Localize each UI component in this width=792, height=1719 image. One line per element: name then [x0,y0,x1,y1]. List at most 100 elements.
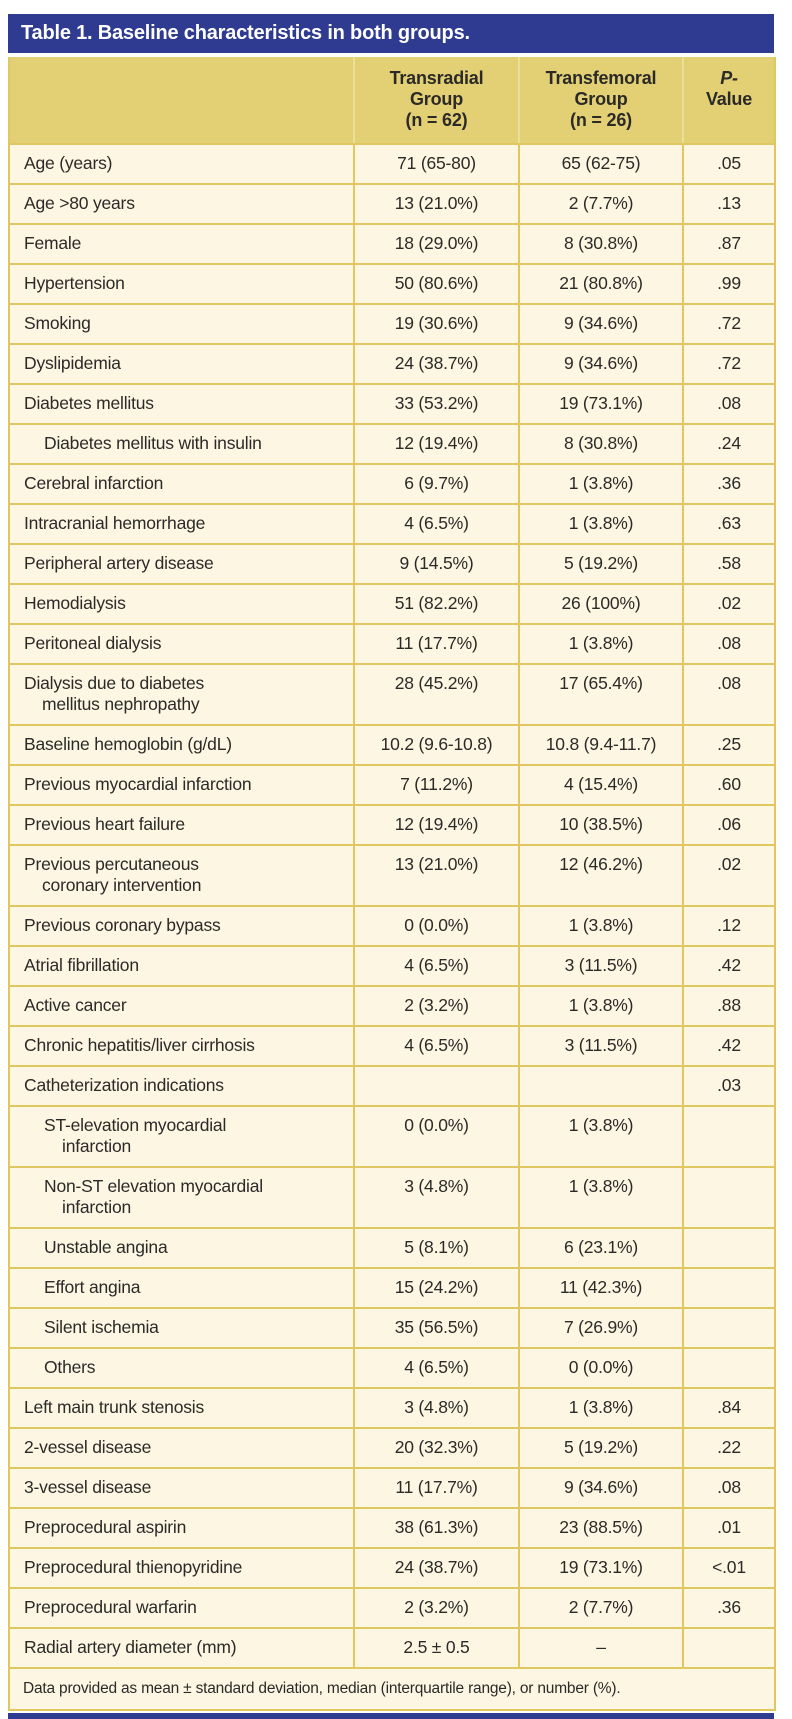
table-row: Unstable angina 5 (8.1%) 6 (23.1%) [8,1227,776,1269]
row-label: Diabetes mellitus [8,383,355,425]
row-label: Age >80 years [8,183,355,225]
footnote-row: Data provided as mean ± standard deviati… [8,1667,776,1711]
transradial-value: 0 (0.0%) [353,1105,520,1168]
table-row: Age (years) 71 (65-80) 65 (62-75) .05 [8,143,776,185]
table-row: Preprocedural warfarin 2 (3.2%) 2 (7.7%)… [8,1587,776,1629]
table-row: Chronic hepatitis/liver cirrhosis 4 (6.5… [8,1025,776,1067]
row-label: Peripheral artery disease [8,543,355,585]
row-label: Radial artery diameter (mm) [8,1627,355,1669]
p-value-rest-part: Value [705,89,753,109]
transfemoral-value: 2 (7.7%) [518,183,684,225]
p-value-cell: .05 [682,143,776,185]
row-label: ST-elevation myocardial infarction [8,1105,355,1168]
p-value-cell: <.01 [682,1547,776,1589]
row-label: Hypertension [8,263,355,305]
table-row: Silent ischemia 35 (56.5%) 7 (26.9%) [8,1307,776,1349]
row-label: Unstable angina [8,1227,355,1269]
transradial-value: 71 (65-80) [353,143,520,185]
transfemoral-value: 23 (88.5%) [518,1507,684,1549]
table-row: Atrial fibrillation 4 (6.5%) 3 (11.5%) .… [8,945,776,987]
row-label: Cerebral infarction [8,463,355,505]
table-row: Previous myocardial infarction 7 (11.2%)… [8,764,776,806]
p-value-cell: .42 [682,945,776,987]
transfemoral-value: 8 (30.8%) [518,423,684,465]
transradial-value: 15 (24.2%) [353,1267,520,1309]
row-label: Previous percutaneous coronary intervent… [8,844,355,907]
row-label: Dyslipidemia [8,343,355,385]
p-value-cell: .87 [682,223,776,265]
transfemoral-value: 65 (62-75) [518,143,684,185]
p-value-cell: .36 [682,463,776,505]
transradial-value: 3 (4.8%) [353,1387,520,1429]
table-row: Previous coronary bypass 0 (0.0%) 1 (3.8… [8,905,776,947]
transradial-value: 6 (9.7%) [353,463,520,505]
row-label: Previous heart failure [8,804,355,846]
p-value-cell [682,1347,776,1389]
transradial-value: 11 (17.7%) [353,623,520,665]
row-label: Chronic hepatitis/liver cirrhosis [8,1025,355,1067]
table-footer: Data provided as mean ± standard deviati… [8,1667,776,1711]
table-row: 2-vessel disease 20 (32.3%) 5 (19.2%) .2… [8,1427,776,1469]
transfemoral-value: 9 (34.6%) [518,1467,684,1509]
transfemoral-value: 11 (42.3%) [518,1267,684,1309]
row-label: Smoking [8,303,355,345]
p-value-italic-part: P- [720,68,738,88]
transfemoral-value: 1 (3.8%) [518,1166,684,1229]
bottom-accent-bar [8,1713,774,1719]
header-transradial-group: Transradial Group (n = 62) [353,57,520,145]
row-label: Previous myocardial infarction [8,764,355,806]
table-body: Age (years) 71 (65-80) 65 (62-75) .05 Ag… [8,143,776,1669]
transradial-value: 2 (3.2%) [353,1587,520,1629]
transfemoral-value: 0 (0.0%) [518,1347,684,1389]
transfemoral-value: 8 (30.8%) [518,223,684,265]
transradial-value: 13 (21.0%) [353,183,520,225]
transfemoral-value: 9 (34.6%) [518,343,684,385]
transfemoral-value: 19 (73.1%) [518,383,684,425]
transradial-value: 50 (80.6%) [353,263,520,305]
transfemoral-value: 21 (80.8%) [518,263,684,305]
p-value-cell: .58 [682,543,776,585]
row-label: Hemodialysis [8,583,355,625]
table-row: Catheterization indications .03 [8,1065,776,1107]
header-row: Transradial Group (n = 62) Transfemoral … [8,57,776,145]
row-label: Atrial fibrillation [8,945,355,987]
transradial-value: 19 (30.6%) [353,303,520,345]
transradial-value: 51 (82.2%) [353,583,520,625]
p-value-cell [682,1307,776,1349]
p-value-cell: .13 [682,183,776,225]
transfemoral-value: 1 (3.8%) [518,985,684,1027]
transradial-value: 3 (4.8%) [353,1166,520,1229]
transradial-value: 4 (6.5%) [353,1347,520,1389]
row-label: Baseline hemoglobin (g/dL) [8,724,355,766]
table-row: Cerebral infarction 6 (9.7%) 1 (3.8%) .3… [8,463,776,505]
p-value-cell: .12 [682,905,776,947]
transradial-value: 7 (11.2%) [353,764,520,806]
p-value-cell [682,1105,776,1168]
table-title: Table 1. Baseline characteristics in bot… [21,22,470,44]
p-value-cell [682,1227,776,1269]
transfemoral-value: 1 (3.8%) [518,623,684,665]
transfemoral-value: 10 (38.5%) [518,804,684,846]
p-value-cell: .02 [682,844,776,907]
p-value-cell: .88 [682,985,776,1027]
p-value-cell: .84 [682,1387,776,1429]
table-title-bar: Table 1. Baseline characteristics in bot… [8,14,774,53]
table-row: Diabetes mellitus 33 (53.2%) 19 (73.1%) … [8,383,776,425]
table-row: Effort angina 15 (24.2%) 11 (42.3%) [8,1267,776,1309]
table-row: Dyslipidemia 24 (38.7%) 9 (34.6%) .72 [8,343,776,385]
table-row: Hypertension 50 (80.6%) 21 (80.8%) .99 [8,263,776,305]
transfemoral-value: 7 (26.9%) [518,1307,684,1349]
transfemoral-value: 3 (11.5%) [518,1025,684,1067]
p-value-cell: .08 [682,383,776,425]
transfemoral-value: 9 (34.6%) [518,303,684,345]
transfemoral-value: 1 (3.8%) [518,905,684,947]
transradial-value: 28 (45.2%) [353,663,520,726]
transradial-value: 2.5 ± 0.5 [353,1627,520,1669]
table-row: Previous percutaneous coronary intervent… [8,844,776,907]
table-row: Peripheral artery disease 9 (14.5%) 5 (1… [8,543,776,585]
table-row: Peritoneal dialysis 11 (17.7%) 1 (3.8%) … [8,623,776,665]
table-header: Transradial Group (n = 62) Transfemoral … [8,57,776,145]
transradial-value: 18 (29.0%) [353,223,520,265]
row-label: Preprocedural thienopyridine [8,1547,355,1589]
row-label: Intracranial hemorrhage [8,503,355,545]
